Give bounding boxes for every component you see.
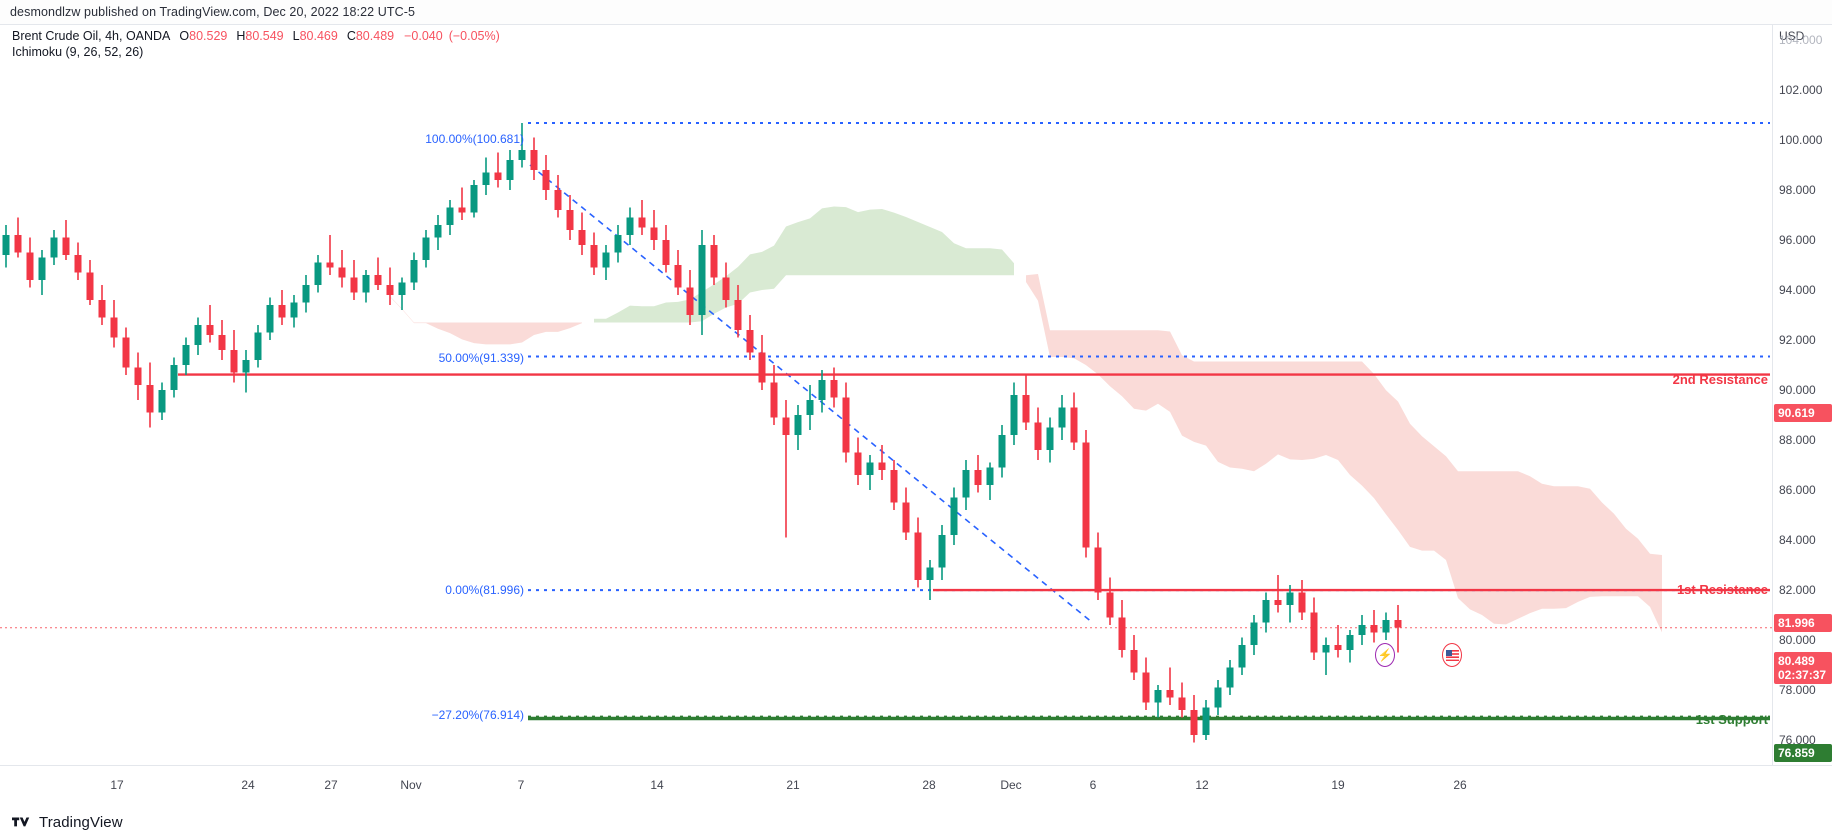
tradingview-logo-text: TradingView <box>39 814 123 831</box>
price-tick-96: 96.000 <box>1779 233 1816 247</box>
time-tick-Dec: Dec <box>1000 778 1022 792</box>
time-tick-12: 12 <box>1195 778 1209 792</box>
last-price-value: 80.489 <box>1778 654 1815 668</box>
candlestick-plot <box>0 121 1772 743</box>
us-flag-icon <box>1445 649 1459 661</box>
price-tick-92: 92.000 <box>1779 333 1816 347</box>
time-axis[interactable]: 17 24 27 Nov 7 14 21 28 Dec 6 12 19 26 <box>0 765 1832 805</box>
countdown-timer: 02:37:37 <box>1778 668 1827 682</box>
tradingview-logo[interactable]: TradingView <box>12 814 123 831</box>
attribution-text: desmondlzw published on TradingView.com,… <box>10 5 416 19</box>
first-support-price-value: 76.859 <box>1778 746 1815 760</box>
footer-bar: TradingView <box>0 805 1832 840</box>
price-tick-82: 82.000 <box>1779 583 1816 597</box>
time-tick-17: 17 <box>110 778 124 792</box>
first-resistance-label: 1st Resistance <box>1676 582 1768 597</box>
time-tick-7: 7 <box>517 778 525 792</box>
price-tick-80: 80.000 <box>1779 633 1816 647</box>
time-tick-26: 26 <box>1453 778 1467 792</box>
second-resistance-price: 90.619 <box>1774 404 1832 422</box>
time-tick-Nov: Nov <box>400 778 422 792</box>
time-tick-28: 28 <box>922 778 936 792</box>
price-tick-86: 86.000 <box>1779 483 1816 497</box>
fib-label-0: 0.00%(81.996) <box>445 583 524 597</box>
fib-label-50: 50.00%(91.339) <box>438 351 524 365</box>
price-tick-84: 84.000 <box>1779 533 1816 547</box>
first-resistance-price-value: 81.996 <box>1778 616 1815 630</box>
time-tick-14: 14 <box>650 778 664 792</box>
chart-pane[interactable]: Brent Crude Oil, 4h, OANDA O 80.529 H 80.5… <box>0 25 1772 765</box>
first-resistance-price: 81.996 <box>1774 614 1832 632</box>
price-tick-102: 102.000 <box>1779 83 1823 97</box>
price-tick-94: 94.000 <box>1779 283 1816 297</box>
first-support-label: 1st Support <box>1695 712 1768 727</box>
price-tick-100: 100.000 <box>1779 133 1823 147</box>
fib-label-minus-27: −27.20%(76.914) <box>431 708 524 722</box>
second-resistance-price-value: 90.619 <box>1778 406 1815 420</box>
fib-label-100: 100.00%(100.681) <box>425 132 524 146</box>
tradingview-logo-icon <box>12 816 30 826</box>
first-support-price: 76.859 <box>1774 744 1832 762</box>
time-tick-27: 27 <box>324 778 338 792</box>
price-tick-90: 90.000 <box>1779 383 1816 397</box>
time-tick-21: 21 <box>786 778 800 792</box>
last-price: 80.489 02:37:37 <box>1774 652 1832 684</box>
lightning-icon: ⚡ <box>1377 648 1393 662</box>
price-tick-104: 104.000 <box>1779 33 1823 47</box>
price-tick-98: 98.000 <box>1779 183 1816 197</box>
economic-event-marker[interactable] <box>1442 643 1462 667</box>
price-tick-78: 78.000 <box>1779 683 1816 697</box>
attribution-bar: desmondlzw published on TradingView.com,… <box>0 0 1832 25</box>
time-tick-6: 6 <box>1089 778 1097 792</box>
time-tick-24: 24 <box>241 778 255 792</box>
price-axis[interactable]: USD 104.000 102.000 100.000 98.000 96.000 94.… <box>1772 25 1832 765</box>
second-resistance-label: 2nd Resistance <box>1672 372 1768 387</box>
price-tick-88: 88.000 <box>1779 433 1816 447</box>
time-tick-19: 19 <box>1331 778 1345 792</box>
earnings-event-marker[interactable]: ⚡ <box>1375 643 1395 667</box>
price-axis-currency: USD <box>1779 29 1805 43</box>
